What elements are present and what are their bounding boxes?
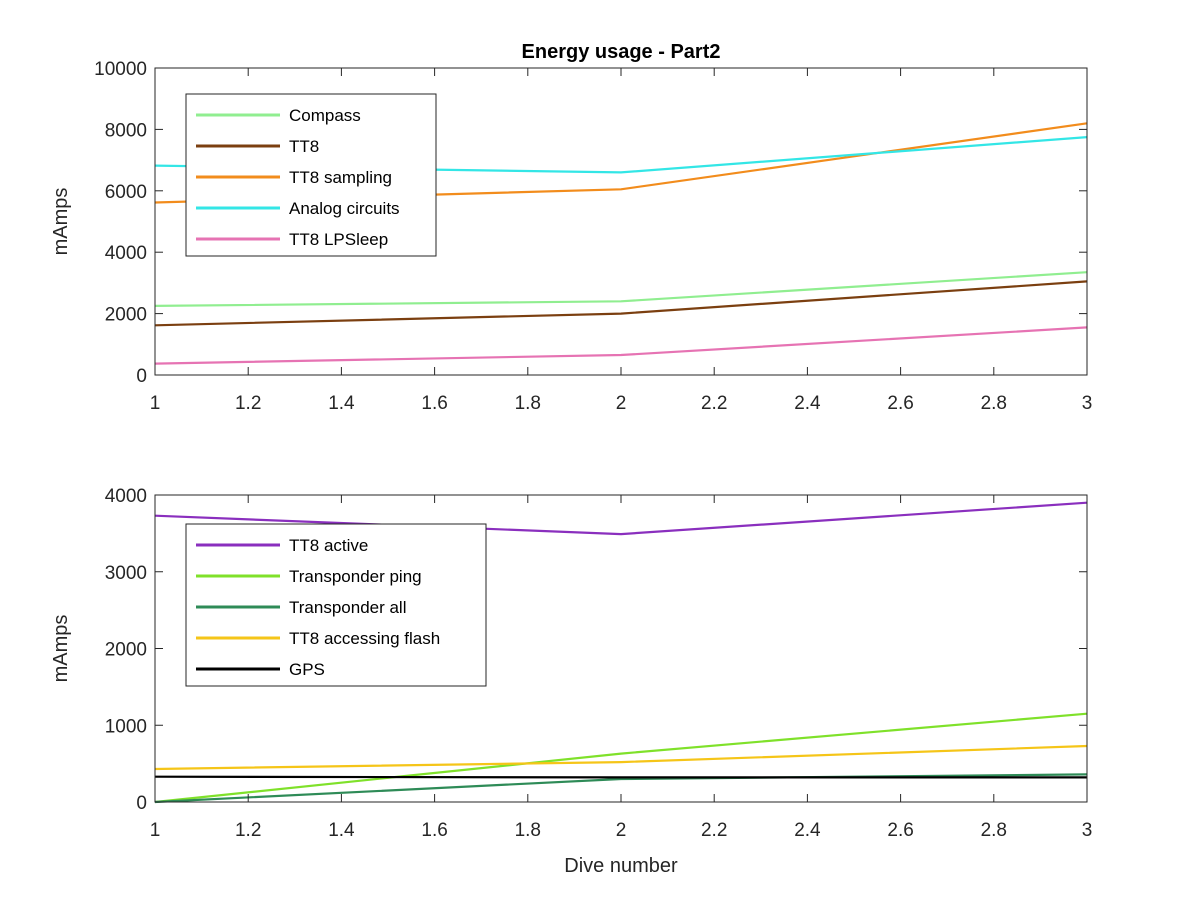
panel2-legend-label-1: TT8 active <box>289 536 368 555</box>
panel2-series-line-4 <box>154 744 1088 771</box>
panel2-y-axis-label: mAmps <box>50 615 72 683</box>
panel1-x-tick-label: 1.2 <box>235 393 261 414</box>
panel2-legend-label-2: Transponder ping <box>289 567 422 586</box>
panel2-y-tick-label: 1000 <box>105 716 147 737</box>
panel1-x-tick-label: 1 <box>150 393 161 414</box>
panel2-legend-label-4: TT8 accessing flash <box>289 629 440 648</box>
panel1-x-tick-label: 1.4 <box>328 393 355 414</box>
panel1-series-line-5 <box>154 326 1088 365</box>
panel2-series-line-5 <box>154 775 1087 779</box>
panel2-series-line-1 <box>154 501 1088 536</box>
panel2-x-tick-label: 1.8 <box>515 820 541 841</box>
panel2-legend-label-5: GPS <box>289 660 325 679</box>
panel1-x-tick-label: 2.6 <box>887 393 913 414</box>
panel2-x-tick-label: 2.6 <box>887 820 913 841</box>
panel2-series-line-2 <box>154 712 1088 804</box>
panel1-y-tick-label: 2000 <box>105 305 147 326</box>
panel1-y-tick-label: 0 <box>136 366 147 387</box>
panel1-y-tick-label: 4000 <box>105 243 147 264</box>
panel1-legend-label-1: Compass <box>289 106 361 125</box>
panel2-x-tick-label: 1.4 <box>328 820 355 841</box>
panel2-x-tick-label: 2.2 <box>701 820 727 841</box>
panel1-series-line-2 <box>154 280 1088 327</box>
panel1-y-tick-label: 8000 <box>105 120 147 141</box>
panel2-y-tick-label: 3000 <box>105 563 147 584</box>
panel1-x-tick-label: 1.6 <box>421 393 447 414</box>
panel1-legend-box <box>185 93 437 257</box>
panel1-x-tick-label: 2.4 <box>794 393 821 414</box>
panel1-legend-label-4: Analog circuits <box>289 199 400 218</box>
panel2-legend-label-3: Transponder all <box>289 598 407 617</box>
panel1-chart-title: Energy usage - Part2 <box>522 41 721 63</box>
panel2-x-axis-label: Dive number <box>564 855 678 877</box>
panel1-legend-label-3: TT8 sampling <box>289 168 392 187</box>
panel2-x-tick-label: 2 <box>616 820 627 841</box>
panel1-x-tick-label: 3 <box>1082 393 1093 414</box>
panel2-x-tick-label: 1.6 <box>421 820 447 841</box>
panel2-x-tick-label: 2.4 <box>794 820 821 841</box>
panel2-x-tick-label: 1 <box>150 820 161 841</box>
panel2-y-tick-label: 4000 <box>105 486 147 507</box>
panel2-x-tick-label: 3 <box>1082 820 1093 841</box>
panel1-y-tick-label: 6000 <box>105 182 147 203</box>
panel2-x-tick-label: 1.2 <box>235 820 261 841</box>
panel1-y-tick-label: 10000 <box>94 59 147 80</box>
panel2-series-line-3 <box>154 773 1088 804</box>
panel1-x-tick-label: 2 <box>616 393 627 414</box>
panel2-y-tick-label: 2000 <box>105 640 147 661</box>
panel2-legend-box <box>185 523 487 687</box>
panel1-x-tick-label: 2.2 <box>701 393 727 414</box>
panel2-y-tick-label: 0 <box>136 793 147 814</box>
panel1-series-line-1 <box>154 271 1088 307</box>
panel1-legend-label-2: TT8 <box>289 137 319 156</box>
panel1-y-axis-label: mAmps <box>50 188 72 256</box>
panel1-x-tick-label: 1.8 <box>515 393 541 414</box>
panel1-x-tick-label: 2.8 <box>981 393 1007 414</box>
panel1-legend-label-5: TT8 LPSleep <box>289 230 388 249</box>
panel2-x-tick-label: 2.8 <box>981 820 1007 841</box>
